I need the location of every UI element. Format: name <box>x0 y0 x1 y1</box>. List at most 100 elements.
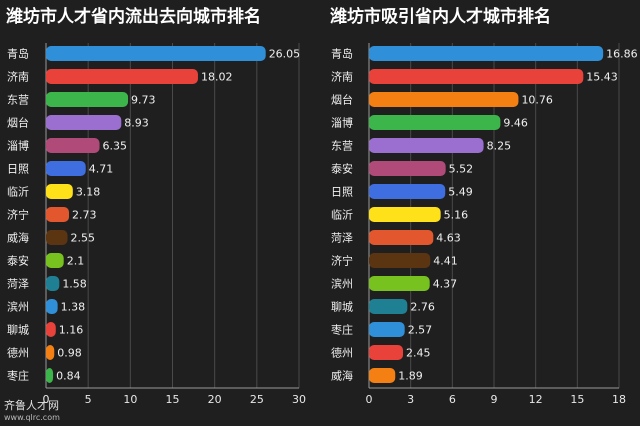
category-label: 烟台 <box>7 116 29 130</box>
category-label: 日照 <box>7 163 29 176</box>
chart-title: 潍坊市人才省内流出去向城市排名 <box>6 6 261 27</box>
data-label: 8.93 <box>124 117 148 130</box>
bar <box>369 322 405 337</box>
bar <box>369 46 604 61</box>
data-label: 9.46 <box>503 117 528 130</box>
x-tick-label: 5 <box>85 393 92 406</box>
chart-title: 潍坊市吸引省内人才城市排名 <box>330 6 551 27</box>
category-label: 威海 <box>7 231 29 245</box>
bar <box>46 184 73 199</box>
bar <box>369 184 446 199</box>
data-label: 16.86 <box>606 48 638 61</box>
category-label: 菏泽 <box>7 278 29 291</box>
bar <box>369 368 396 383</box>
x-tick-label: 12 <box>529 393 543 406</box>
bar <box>46 115 122 130</box>
category-label: 烟台 <box>331 93 353 107</box>
watermark-logo-text: 齐鲁人才网 <box>4 399 59 412</box>
bar <box>46 276 60 291</box>
category-label: 聊城 <box>331 300 353 314</box>
category-label: 德州 <box>331 346 353 360</box>
data-label: 2.55 <box>71 232 96 245</box>
bar <box>46 161 86 176</box>
bar <box>46 138 100 153</box>
category-label: 枣庄 <box>331 323 353 337</box>
data-label: 2.57 <box>408 324 433 337</box>
bar <box>369 69 584 84</box>
bar <box>369 138 484 153</box>
bar <box>369 345 404 360</box>
bar <box>46 253 64 268</box>
bar <box>46 207 70 222</box>
data-label: 2.45 <box>406 347 431 360</box>
category-label: 济宁 <box>331 254 353 268</box>
x-tick-label: 9 <box>491 393 498 406</box>
data-label: 1.16 <box>59 324 84 337</box>
data-label: 26.05 <box>269 48 301 61</box>
data-label: 5.49 <box>448 186 473 199</box>
data-label: 4.41 <box>433 255 458 268</box>
x-tick-label: 0 <box>43 393 50 406</box>
x-tick-label: 15 <box>166 393 180 406</box>
data-label: 1.89 <box>398 370 423 383</box>
data-label: 9.73 <box>131 94 156 107</box>
x-tick-label: 18 <box>612 393 626 406</box>
bar <box>46 322 56 337</box>
x-tick-label: 20 <box>208 393 222 406</box>
data-label: 2.1 <box>67 255 85 268</box>
category-label: 滨州 <box>331 277 353 291</box>
category-label: 泰安 <box>331 162 353 176</box>
data-label: 18.02 <box>201 71 233 84</box>
category-label: 枣庄 <box>7 369 29 383</box>
data-label: 10.76 <box>521 94 553 107</box>
bar <box>369 230 434 245</box>
bar <box>369 92 519 107</box>
category-label: 日照 <box>331 186 353 199</box>
bar <box>369 161 446 176</box>
category-label: 济南 <box>331 70 353 84</box>
data-label: 2.73 <box>72 209 97 222</box>
category-label: 临沂 <box>7 185 29 199</box>
category-label: 济南 <box>7 70 29 84</box>
bar <box>369 276 430 291</box>
bar <box>46 69 198 84</box>
data-label: 5.16 <box>444 209 469 222</box>
data-label: 0.98 <box>57 347 81 360</box>
data-label: 1.58 <box>62 278 86 291</box>
category-label: 临沂 <box>331 208 353 222</box>
category-label: 淄博 <box>331 117 353 130</box>
category-label: 青岛 <box>7 47 29 61</box>
category-label: 青岛 <box>331 47 353 61</box>
bar <box>46 230 68 245</box>
data-label: 0.84 <box>56 370 81 383</box>
category-label: 东营 <box>331 139 353 153</box>
x-tick-label: 3 <box>407 393 414 406</box>
x-tick-label: 25 <box>250 393 264 406</box>
data-label: 3.18 <box>76 186 101 199</box>
category-label: 菏泽 <box>331 232 353 245</box>
bar <box>46 46 266 61</box>
category-label: 淄博 <box>7 140 29 153</box>
category-label: 泰安 <box>7 254 29 268</box>
data-label: 4.37 <box>433 278 458 291</box>
x-tick-label: 6 <box>449 393 456 406</box>
bar <box>369 299 408 314</box>
data-label: 4.71 <box>89 163 114 176</box>
data-label: 8.25 <box>487 140 512 153</box>
bar <box>369 253 431 268</box>
data-label: 1.38 <box>61 301 86 314</box>
category-label: 滨州 <box>7 300 29 314</box>
bar <box>46 368 54 383</box>
data-label: 5.52 <box>449 163 474 176</box>
watermark-url: www.qlrc.com <box>4 413 60 422</box>
category-label: 威海 <box>331 369 353 383</box>
bar <box>46 299 58 314</box>
x-tick-label: 0 <box>366 393 373 406</box>
data-label: 4.63 <box>436 232 461 245</box>
category-label: 聊城 <box>7 323 29 337</box>
category-label: 济宁 <box>7 208 29 222</box>
data-label: 15.43 <box>586 71 618 84</box>
x-tick-label: 30 <box>292 393 306 406</box>
x-tick-label: 10 <box>123 393 137 406</box>
